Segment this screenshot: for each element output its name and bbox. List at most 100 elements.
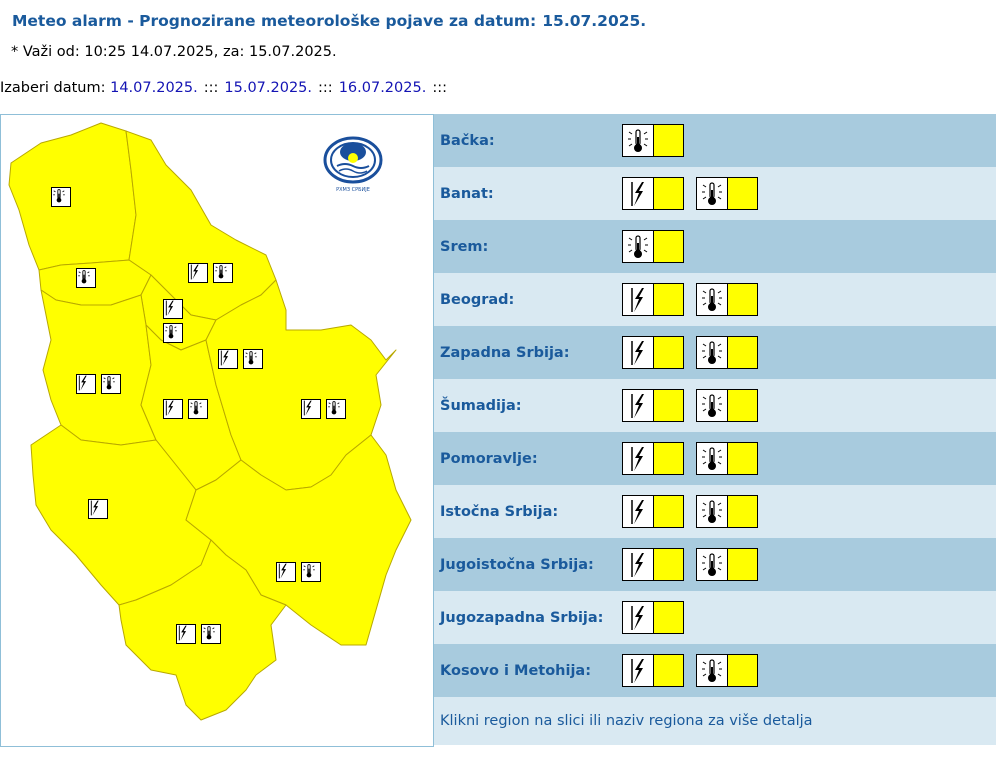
date-selector-label: Izaberi datum:	[0, 80, 106, 96]
map-thermometer-icon[interactable]	[213, 263, 233, 283]
map-lightning-icon[interactable]	[188, 263, 208, 283]
region-name-link[interactable]: Zapadna Srbija:	[440, 344, 570, 361]
warning-level-yellow	[654, 496, 683, 527]
region-name-link[interactable]: Jugoistočna Srbija:	[440, 556, 594, 573]
warning-level-yellow	[728, 549, 757, 580]
warning-level-yellow	[654, 125, 683, 156]
region-name-link[interactable]: Bačka:	[440, 132, 495, 149]
date-link-1[interactable]: 14.07.2025.	[110, 80, 198, 96]
map-thermometer-icon[interactable]	[51, 187, 71, 207]
region-row[interactable]: Šumadija:	[434, 379, 996, 432]
thermometer-icon	[697, 549, 728, 580]
region-row[interactable]: Pomoravlje:	[434, 432, 996, 485]
map-lightning-icon[interactable]	[163, 299, 183, 319]
alert-badge-heat[interactable]	[696, 283, 758, 316]
region-alerts	[622, 336, 770, 369]
map-lightning-icon[interactable]	[176, 624, 196, 644]
alert-badge-heat[interactable]	[696, 336, 758, 369]
serbia-map[interactable]: РХМЗ СРБИЈЕ	[0, 114, 434, 747]
map-thermometer-icon[interactable]	[243, 349, 263, 369]
map-thermometer-icon[interactable]	[201, 624, 221, 644]
validity-text: * Važi od: 10:25 14.07.2025, za: 15.07.2…	[11, 44, 337, 60]
region-alert-table: Bačka: Banat: Srem: Beograd: Zapadna Srbija:…	[434, 114, 996, 745]
map-lightning-icon[interactable]	[163, 399, 183, 419]
region-alerts	[622, 230, 696, 263]
thermometer-icon	[697, 390, 728, 421]
page-title-text: Meteo alarm - Prognozirane meteorološke …	[12, 12, 537, 30]
region-row[interactable]: Jugoistočna Srbija:	[434, 538, 996, 591]
map-thermometer-icon[interactable]	[326, 399, 346, 419]
alert-badge-storm[interactable]	[622, 654, 684, 687]
thermometer-icon	[697, 655, 728, 686]
warning-level-yellow	[728, 390, 757, 421]
warning-level-yellow	[654, 337, 683, 368]
map-lightning-icon[interactable]	[218, 349, 238, 369]
serbia-map-svg[interactable]: РХМЗ СРБИЈЕ	[1, 115, 433, 746]
alert-badge-storm[interactable]	[622, 495, 684, 528]
alert-badge-heat[interactable]	[696, 548, 758, 581]
lightning-icon	[623, 284, 654, 315]
warning-level-yellow	[728, 655, 757, 686]
alert-badge-storm[interactable]	[622, 336, 684, 369]
map-lightning-icon[interactable]	[276, 562, 296, 582]
region-row[interactable]: Beograd:	[434, 273, 996, 326]
lightning-icon	[623, 443, 654, 474]
alert-badge-storm[interactable]	[622, 177, 684, 210]
thermometer-icon	[697, 178, 728, 209]
warning-level-yellow	[728, 284, 757, 315]
alert-badge-heat[interactable]	[622, 124, 684, 157]
map-lightning-icon[interactable]	[301, 399, 321, 419]
region-row[interactable]: Srem:	[434, 220, 996, 273]
alert-badge-heat[interactable]	[696, 442, 758, 475]
date-link-3[interactable]: 16.07.2025.	[338, 80, 427, 96]
region-name-link[interactable]: Šumadija:	[440, 397, 522, 414]
map-lightning-icon[interactable]	[76, 374, 96, 394]
region-row[interactable]: Bačka:	[434, 114, 996, 167]
map-region-istocna-srbija	[205, 279, 397, 491]
region-name-link[interactable]: Srem:	[440, 238, 489, 255]
alert-badge-heat[interactable]	[622, 230, 684, 263]
region-row[interactable]: Kosovo i Metohija:	[434, 644, 996, 697]
date-selector: Izaberi datum: 14.07.2025.::: 15.07.2025.…	[0, 80, 453, 96]
region-alerts	[622, 177, 770, 210]
region-alerts	[622, 654, 770, 687]
region-row[interactable]: Istočna Srbija:	[434, 485, 996, 538]
map-thermometer-icon[interactable]	[188, 399, 208, 419]
region-name-link[interactable]: Istočna Srbija:	[440, 503, 559, 520]
map-thermometer-icon[interactable]	[163, 323, 183, 343]
alert-badge-storm[interactable]	[622, 442, 684, 475]
alert-badge-storm[interactable]	[622, 389, 684, 422]
warning-level-yellow	[728, 337, 757, 368]
map-thermometer-icon[interactable]	[301, 562, 321, 582]
region-alerts	[622, 283, 770, 316]
region-name-link[interactable]: Jugozapadna Srbija:	[440, 609, 604, 626]
warning-level-yellow	[654, 602, 683, 633]
date-link-2[interactable]: 15.07.2025.	[224, 80, 313, 96]
alert-badge-heat[interactable]	[696, 654, 758, 687]
warning-level-yellow	[654, 178, 683, 209]
region-name-link[interactable]: Beograd:	[440, 291, 515, 308]
alert-badge-storm[interactable]	[622, 548, 684, 581]
region-name-link[interactable]: Kosovo i Metohija:	[440, 662, 592, 679]
map-thermometer-icon[interactable]	[76, 268, 96, 288]
region-row[interactable]: Jugozapadna Srbija:	[434, 591, 996, 644]
map-thermometer-icon[interactable]	[101, 374, 121, 394]
region-alerts	[622, 601, 696, 634]
warning-level-yellow	[654, 655, 683, 686]
region-row[interactable]: Zapadna Srbija:	[434, 326, 996, 379]
alert-badge-storm[interactable]	[622, 601, 684, 634]
map-region-zapadna-srbija	[40, 289, 157, 446]
map-lightning-icon[interactable]	[88, 499, 108, 519]
warning-level-yellow	[654, 549, 683, 580]
map-region-backa	[8, 122, 137, 271]
alert-badge-heat[interactable]	[696, 389, 758, 422]
page-title: Meteo alarm - Prognozirane meteorološke …	[12, 12, 646, 30]
alert-badge-storm[interactable]	[622, 283, 684, 316]
thermometer-icon	[697, 496, 728, 527]
alert-badge-heat[interactable]	[696, 177, 758, 210]
region-name-link[interactable]: Banat:	[440, 185, 494, 202]
region-name-link[interactable]: Pomoravlje:	[440, 450, 538, 467]
alert-badge-heat[interactable]	[696, 495, 758, 528]
region-row[interactable]: Banat:	[434, 167, 996, 220]
warning-level-yellow	[654, 390, 683, 421]
